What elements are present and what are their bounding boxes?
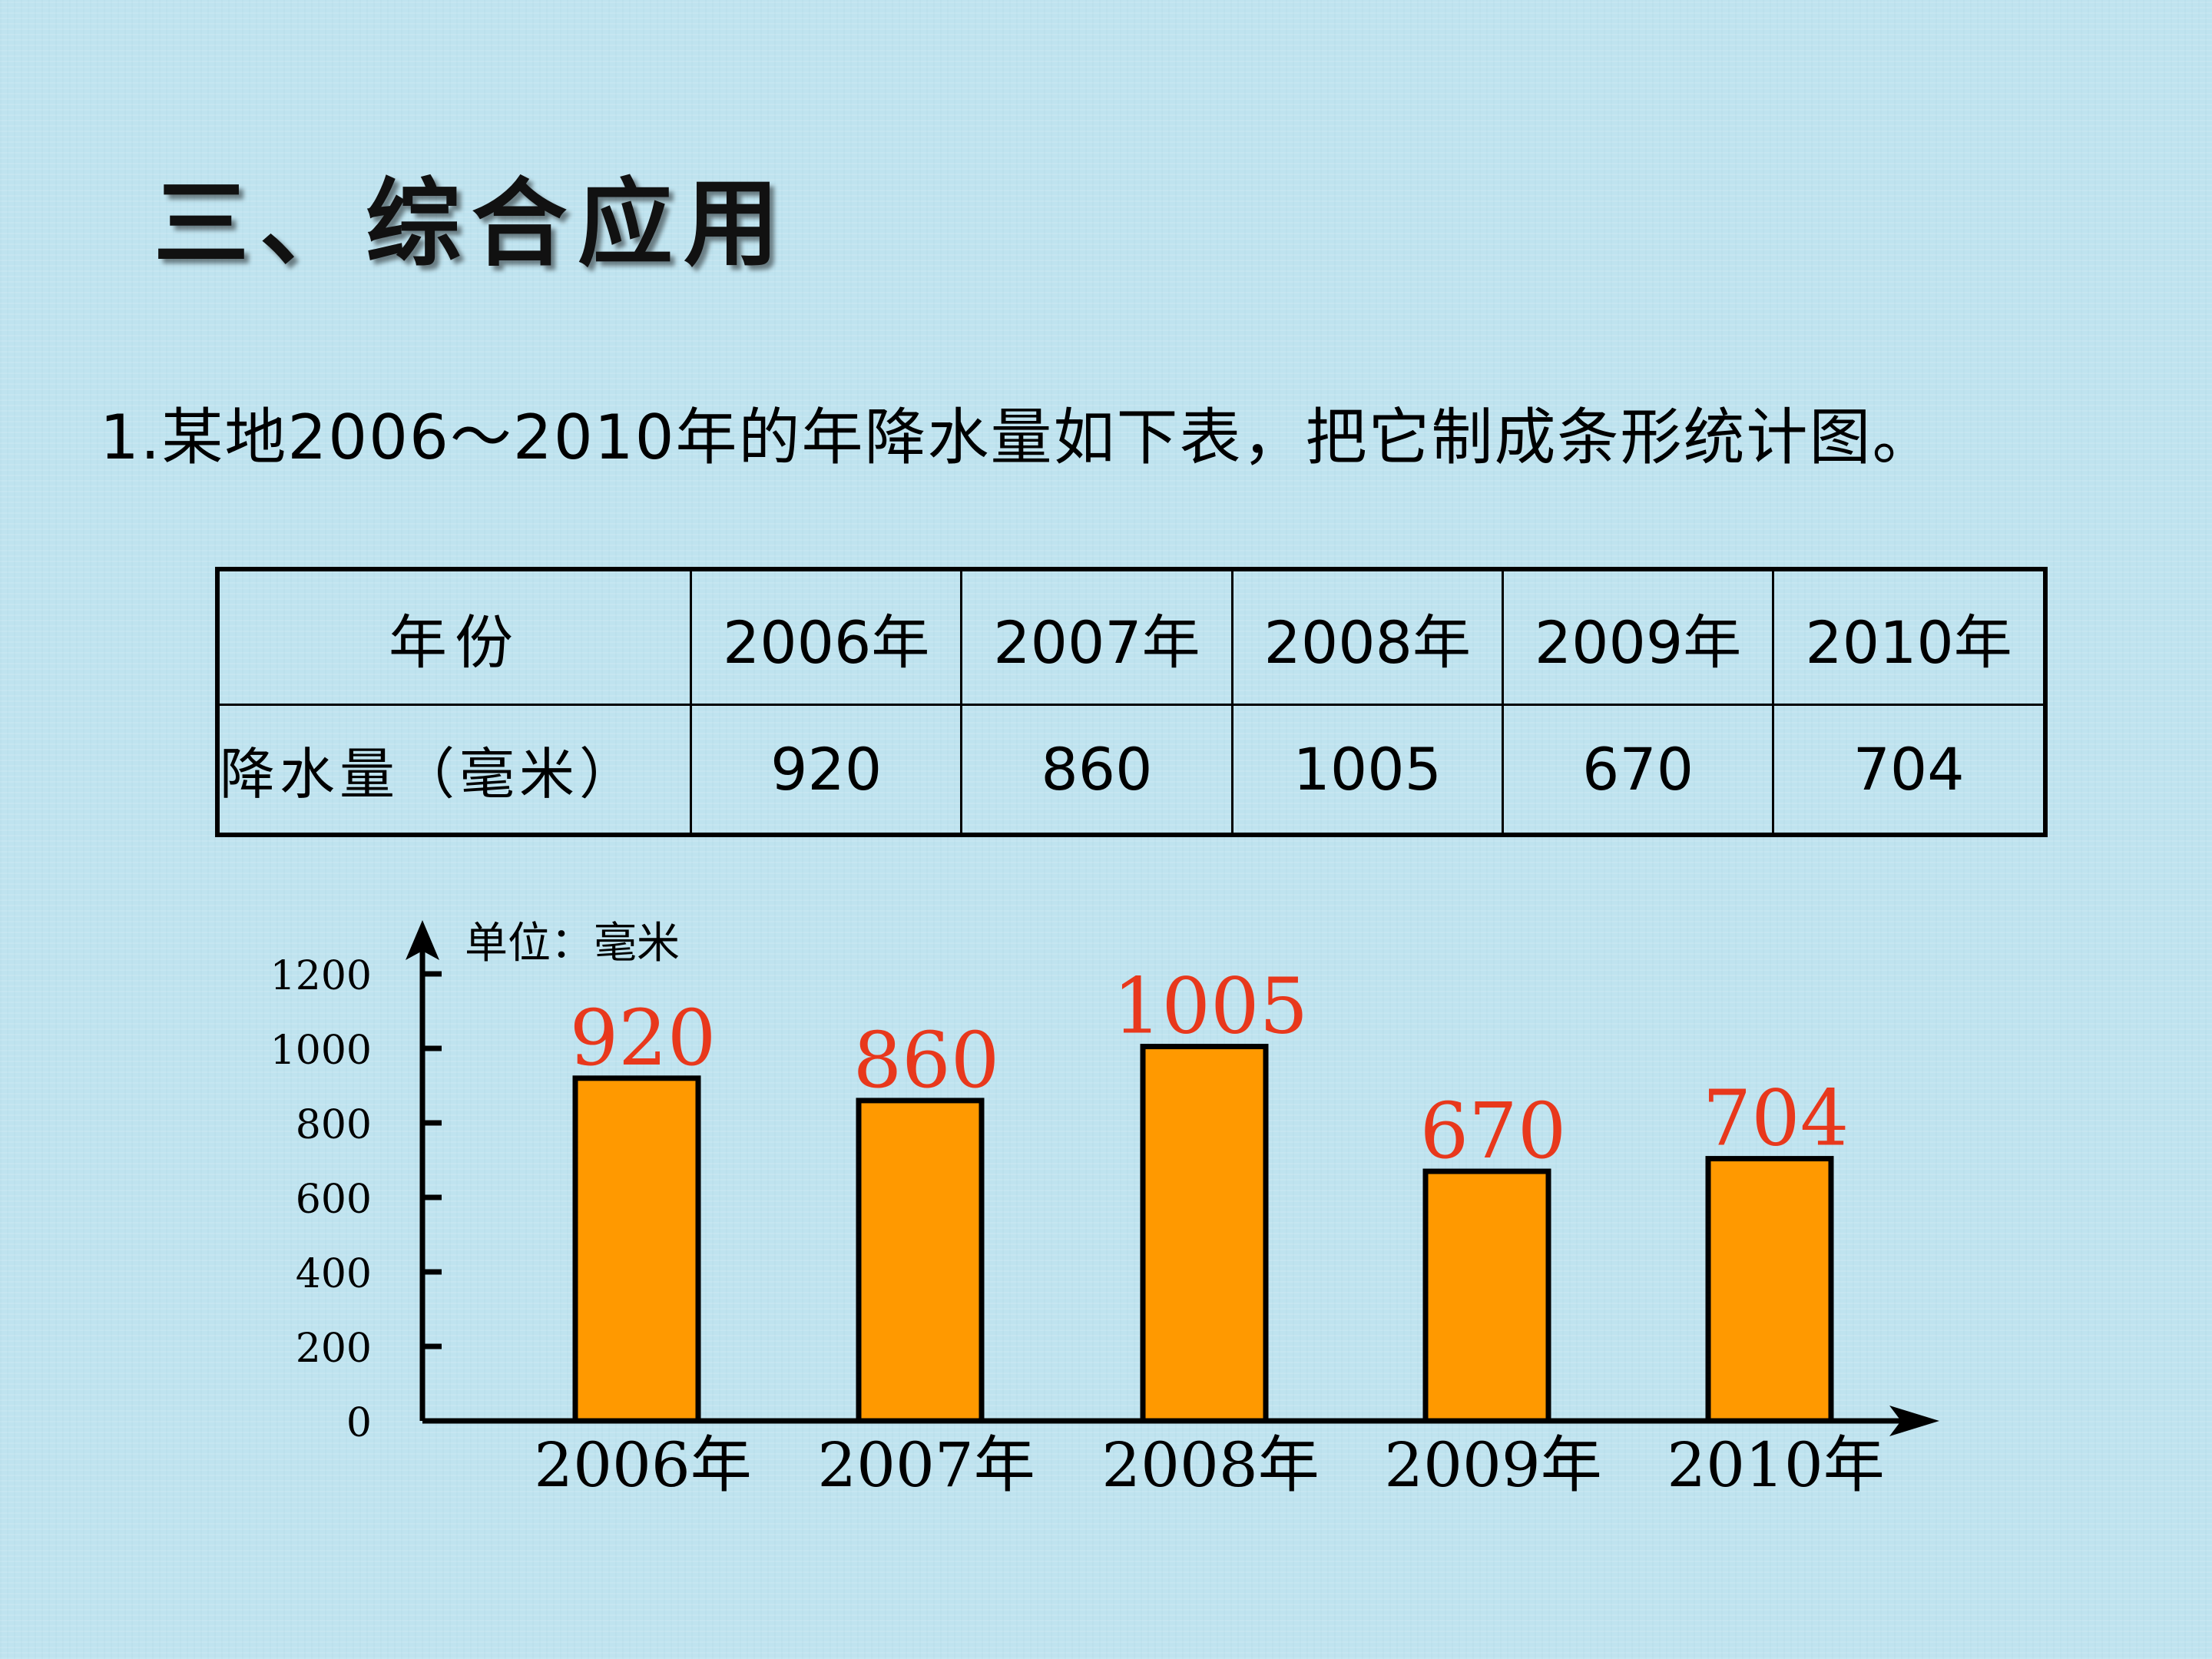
bar <box>1140 1044 1269 1424</box>
table-header-rainfall: 降水量（毫米） <box>216 704 692 836</box>
table-cell-year: 2008年 <box>1230 568 1504 706</box>
table-header-year: 年份 <box>216 568 692 706</box>
x-category-label: 2008年 <box>1101 1429 1320 1501</box>
y-tick-label: 200 <box>296 1326 372 1372</box>
table-cell-year: 2010年 <box>1772 568 2047 706</box>
y-tick-label: 0 <box>346 1400 372 1446</box>
bar <box>572 1075 701 1424</box>
y-tick-label: 800 <box>296 1102 372 1148</box>
table-row-years: 年份 2006年 2007年 2008年 2009年 2010年 <box>216 568 2047 706</box>
y-axis-arrow <box>406 920 439 960</box>
table-cell-year: 2007年 <box>960 568 1233 706</box>
table-cell-value: 1005 <box>1230 704 1504 836</box>
x-category-label: 2010年 <box>1667 1429 1885 1501</box>
x-category-label: 2009年 <box>1384 1429 1602 1501</box>
question-text: 1.某地2006～2010年的年降水量如下表，把它制成条形统计图。 <box>100 402 1936 473</box>
y-tick-label: 600 <box>296 1177 372 1223</box>
page-heading: 三、综合应用 <box>154 168 790 280</box>
y-tick-label: 400 <box>296 1251 372 1297</box>
table-row-rainfall: 降水量（毫米） 920 860 1005 670 704 <box>216 704 2047 836</box>
table-cell-value: 704 <box>1772 704 2047 836</box>
y-tick-label: 1200 <box>270 953 372 999</box>
table-cell-value: 860 <box>960 704 1233 836</box>
y-tick-label: 1000 <box>270 1028 372 1074</box>
bar-value-label: 704 <box>1703 1074 1849 1164</box>
unit-label: 单位：毫米 <box>465 919 680 969</box>
bar-value-label: 1005 <box>1113 962 1309 1051</box>
table-cell-year: 2006年 <box>689 568 963 706</box>
x-category-label: 2006年 <box>534 1429 752 1501</box>
table-cell-value: 670 <box>1501 704 1775 836</box>
table-cell-value: 920 <box>689 704 963 836</box>
bar-value-label: 920 <box>570 993 717 1083</box>
x-category-label: 2007年 <box>817 1429 1035 1501</box>
x-axis-arrow <box>1889 1406 1939 1436</box>
bar <box>1422 1168 1551 1424</box>
bar <box>856 1098 985 1424</box>
bar-value-label: 860 <box>853 1015 1000 1105</box>
bar-value-label: 670 <box>1420 1086 1567 1176</box>
table-cell-year: 2009年 <box>1501 568 1775 706</box>
bar <box>1705 1156 1834 1424</box>
rainfall-table: 年份 2006年 2007年 2008年 2009年 2010年 降水量（毫米）… <box>215 567 2048 837</box>
